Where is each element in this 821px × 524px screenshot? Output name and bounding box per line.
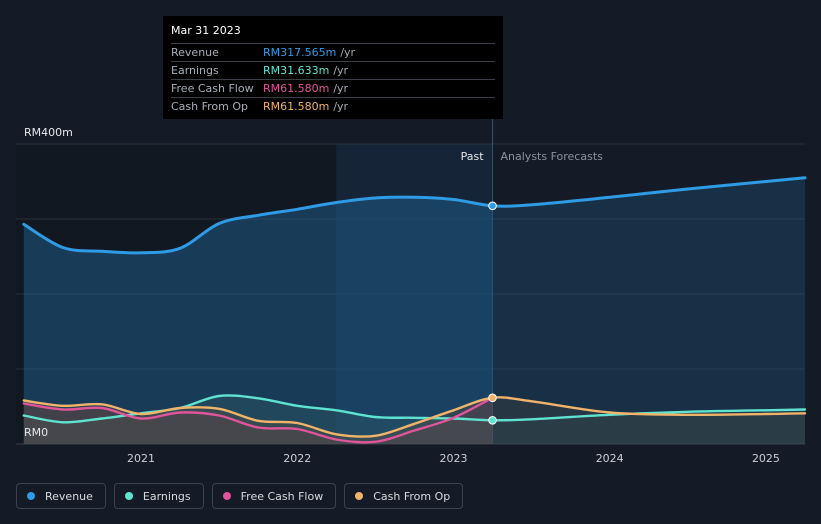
x-tick-label: 2023 [439, 452, 467, 465]
tooltip-date: Mar 31 2023 [171, 24, 241, 37]
cash-from-op-line [22, 396, 807, 438]
legend-label: Revenue [45, 489, 93, 503]
free-cash-flow-line [22, 396, 494, 444]
x-tick-label: 2024 [596, 452, 624, 465]
free-cash-flow-area [23, 397, 493, 444]
tooltip: Mar 31 2023 Revenue RM317.565m /yr Earni… [163, 16, 503, 119]
legend-item-revenue[interactable]: Revenue [16, 483, 106, 509]
tooltip-unit: /yr [333, 82, 349, 95]
tooltip-label: Earnings [171, 64, 219, 77]
tooltip-unit: /yr [340, 46, 356, 59]
legend-item-earnings[interactable]: Earnings [113, 483, 204, 509]
tooltip-unit: /yr [333, 64, 349, 77]
cash-from-op-forecast-area [492, 397, 805, 444]
y-axis-min-label: RM0 [24, 426, 48, 439]
chart: RM400m RM0 Past Analysts Forecasts 2021 2022 2… [16, 119, 807, 465]
legend-dot-icon [27, 492, 35, 500]
legend-item-cash-from-op[interactable]: Cash From Op [344, 483, 464, 509]
tooltip-value: RM61.580m [263, 100, 330, 113]
tooltip-label: Free Cash Flow [171, 82, 254, 95]
tooltip-label: Revenue [171, 46, 219, 59]
tooltip-label: Cash From Op [171, 100, 249, 113]
legend-dot-icon [124, 492, 133, 500]
legend-label: Free Cash Flow [240, 489, 324, 503]
x-tick-label: 2022 [283, 452, 311, 465]
cash-from-op-marker [488, 393, 497, 403]
revenue-area [23, 197, 493, 444]
legend-label: Earnings [142, 489, 191, 503]
legend-dot-icon [222, 492, 231, 500]
y-axis-max-label: RM400m [24, 126, 73, 139]
revenue-marker [488, 201, 497, 211]
earnings-marker [488, 416, 497, 425]
tooltip-value: RM31.633m [263, 64, 330, 77]
tooltip-row-earnings: Earnings RM31.633m /yr [171, 61, 495, 79]
tooltip-row-revenue: Revenue RM317.565m /yr [171, 43, 495, 61]
legend-label: Cash From Op [373, 489, 451, 503]
tooltip-unit: /yr [333, 100, 349, 113]
legend: Revenue Earnings Free Cash Flow Cash Fro… [16, 483, 464, 509]
legend-item-free-cash-flow[interactable]: Free Cash Flow [211, 483, 337, 509]
x-tick-label: 2025 [752, 452, 780, 465]
past-label: Past [461, 150, 485, 163]
tooltip-value: RM61.580m [263, 82, 330, 95]
forecast-label: Analysts Forecasts [501, 150, 604, 163]
x-tick-label: 2021 [127, 452, 155, 465]
legend-dot-icon [355, 492, 364, 500]
tooltip-row-free-cash-flow: Free Cash Flow RM61.580m /yr [171, 79, 495, 97]
revenue-forecast-area [492, 177, 805, 445]
revenue-line [22, 176, 807, 255]
tooltip-row-cash-from-op: Cash From Op RM61.580m /yr [171, 97, 495, 115]
tooltip-value: RM317.565m [263, 46, 337, 59]
